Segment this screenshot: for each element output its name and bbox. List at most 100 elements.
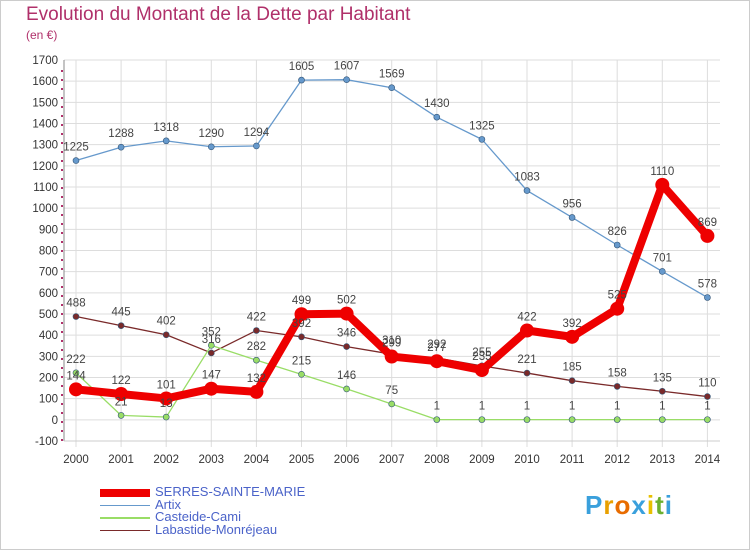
unit-label: (en €) bbox=[26, 28, 58, 42]
data-point bbox=[565, 329, 580, 344]
data-point bbox=[384, 349, 399, 364]
data-label: 352 bbox=[202, 326, 221, 338]
data-point bbox=[658, 268, 666, 275]
x-tick-label: 2010 bbox=[514, 454, 540, 466]
data-point bbox=[162, 331, 170, 339]
y-tick-label: 400 bbox=[39, 330, 58, 342]
data-label: 1294 bbox=[244, 127, 270, 139]
data-label: 488 bbox=[66, 298, 85, 310]
data-label: 21 bbox=[115, 396, 128, 408]
data-label: 144 bbox=[66, 370, 86, 382]
data-label: 185 bbox=[563, 362, 582, 374]
data-label: 1607 bbox=[334, 61, 360, 73]
data-label: 1083 bbox=[514, 172, 540, 184]
y-tick-label: 800 bbox=[39, 246, 58, 258]
data-label: 1569 bbox=[379, 69, 405, 81]
data-label: 1605 bbox=[289, 61, 315, 73]
data-label: 235 bbox=[472, 351, 491, 363]
logo-letter: r bbox=[603, 490, 615, 520]
data-label: 956 bbox=[563, 198, 582, 210]
y-tick-label: 1500 bbox=[32, 97, 58, 109]
data-label: 445 bbox=[112, 307, 131, 319]
data-label: 1 bbox=[434, 401, 440, 413]
data-point bbox=[298, 333, 305, 341]
x-tick-label: 2005 bbox=[289, 454, 315, 466]
data-point bbox=[474, 363, 489, 378]
data-label: 310 bbox=[382, 335, 401, 347]
data-label: 502 bbox=[337, 295, 356, 307]
data-point bbox=[162, 137, 170, 145]
logo-letter: x bbox=[631, 490, 647, 520]
data-point bbox=[208, 349, 215, 357]
logo-letter: i bbox=[664, 490, 673, 520]
data-point bbox=[523, 369, 531, 377]
y-tick-label: 1200 bbox=[32, 161, 58, 173]
data-label: 525 bbox=[608, 290, 627, 302]
x-tick-label: 2013 bbox=[650, 454, 676, 466]
data-label: 1 bbox=[524, 401, 530, 413]
data-point bbox=[433, 416, 441, 423]
data-point bbox=[117, 143, 125, 151]
data-point bbox=[523, 416, 531, 423]
data-label: 1290 bbox=[199, 128, 225, 140]
data-point bbox=[208, 342, 215, 349]
y-tick-label: 900 bbox=[39, 224, 58, 236]
data-label: 1110 bbox=[650, 166, 674, 178]
data-point bbox=[117, 322, 125, 329]
data-point bbox=[655, 177, 670, 192]
data-label: 1 bbox=[614, 401, 620, 413]
data-point bbox=[343, 76, 350, 83]
legend-label: Labastide-Monréjeau bbox=[155, 521, 278, 537]
legend-swatch bbox=[100, 529, 150, 532]
x-tick-label: 2009 bbox=[469, 454, 495, 466]
y-tick-label: 1000 bbox=[32, 203, 58, 215]
data-label: 135 bbox=[653, 372, 672, 384]
data-label: 316 bbox=[202, 334, 221, 346]
data-point bbox=[117, 412, 125, 419]
data-label: 422 bbox=[517, 312, 536, 324]
x-tick-label: 2007 bbox=[379, 454, 405, 466]
data-point bbox=[162, 413, 170, 421]
data-point bbox=[429, 354, 444, 369]
x-tick-label: 2000 bbox=[63, 454, 89, 466]
data-labels: 144 122 101 147 132 499 502 299 277 235 422 392 525 1… bbox=[63, 61, 717, 413]
proxiti-logo: Proxiti bbox=[585, 490, 673, 521]
data-label: 75 bbox=[385, 385, 398, 397]
data-point bbox=[658, 387, 666, 395]
data-point bbox=[523, 187, 531, 194]
data-point bbox=[478, 416, 486, 423]
data-point bbox=[72, 157, 80, 164]
data-label: 402 bbox=[157, 316, 176, 328]
grid bbox=[64, 59, 720, 447]
data-label: 132 bbox=[247, 373, 266, 385]
x-tick-label: 2002 bbox=[153, 454, 179, 466]
data-point bbox=[568, 214, 576, 221]
data-point bbox=[568, 377, 576, 384]
data-label: 1325 bbox=[469, 120, 495, 132]
data-label: 101 bbox=[157, 379, 176, 391]
data-label: 578 bbox=[698, 278, 717, 290]
data-point bbox=[208, 143, 215, 151]
legend-swatch bbox=[100, 489, 150, 497]
x-tick-label: 2014 bbox=[695, 454, 721, 466]
data-point bbox=[704, 416, 711, 423]
y-tick-label: -100 bbox=[35, 436, 58, 448]
data-point bbox=[294, 307, 309, 322]
data-point bbox=[339, 306, 354, 321]
data-point bbox=[700, 228, 715, 243]
y-tick-label: 100 bbox=[39, 394, 58, 406]
data-point bbox=[298, 76, 305, 84]
data-label: 1 bbox=[659, 401, 665, 413]
data-label: 255 bbox=[472, 347, 491, 359]
data-point bbox=[388, 400, 396, 408]
data-label: 110 bbox=[698, 378, 716, 390]
data-label: 1 bbox=[479, 401, 485, 413]
data-label: 392 bbox=[563, 318, 582, 330]
y-tick-label: 1400 bbox=[32, 119, 58, 131]
y-tick-label: 1600 bbox=[32, 76, 58, 88]
data-point bbox=[568, 416, 576, 423]
data-point bbox=[249, 384, 264, 399]
y-tick-label: 1100 bbox=[33, 182, 58, 194]
